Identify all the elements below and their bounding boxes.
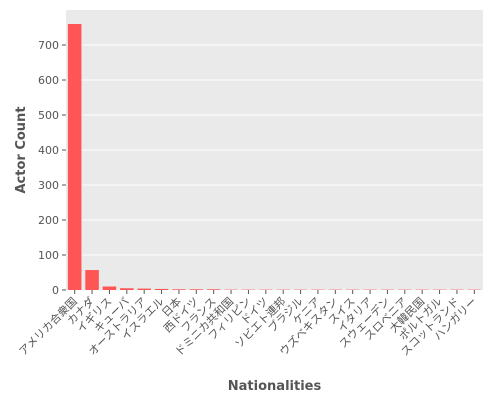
x-axis-ticks: アメリカ合衆国カナダイギリスキューバオーストラリアイスラエル日本西ドイツフランス… bbox=[16, 290, 479, 359]
bars bbox=[67, 24, 482, 290]
y-tick-label: 600 bbox=[38, 74, 59, 87]
y-tick-label: 500 bbox=[38, 109, 59, 122]
bar bbox=[67, 24, 82, 290]
x-tick-label: アメリカ合衆国 bbox=[16, 294, 80, 358]
bar bbox=[85, 270, 99, 290]
bar bbox=[189, 289, 204, 290]
y-axis-title: Actor Count bbox=[14, 106, 29, 193]
gridlines bbox=[66, 44, 483, 291]
bar bbox=[206, 289, 221, 290]
y-axis-ticks: 0 100 200 300 400 500 600 700 bbox=[38, 39, 66, 297]
y-tick-label: 0 bbox=[52, 284, 59, 297]
y-tick-label: 100 bbox=[38, 249, 59, 262]
bar bbox=[102, 286, 117, 290]
y-tick-label: 300 bbox=[38, 179, 59, 192]
x-axis-title: Nationalities bbox=[228, 379, 322, 394]
y-tick-label: 700 bbox=[38, 39, 59, 52]
bar bbox=[172, 289, 186, 290]
bar bbox=[120, 288, 134, 290]
bar bbox=[137, 288, 151, 290]
y-tick-label: 200 bbox=[38, 214, 59, 227]
bar bbox=[154, 288, 169, 290]
y-tick-label: 400 bbox=[38, 144, 59, 157]
